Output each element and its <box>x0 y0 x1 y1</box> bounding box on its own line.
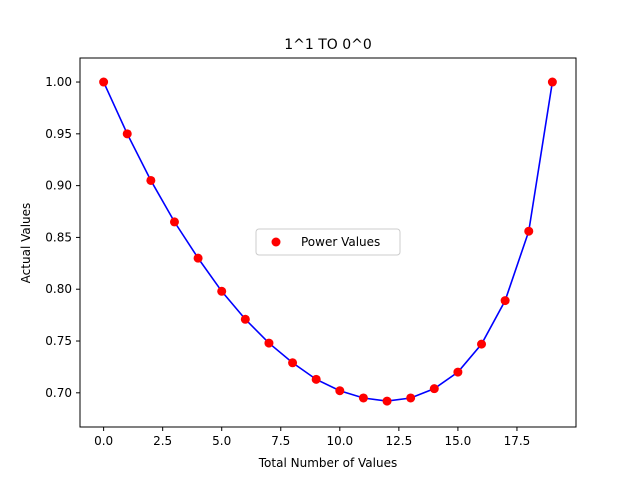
legend-marker <box>271 237 281 247</box>
y-tick-label: 0.85 <box>45 230 72 244</box>
y-tick-label: 0.90 <box>45 179 72 193</box>
x-tick-label: 5.0 <box>212 434 231 448</box>
y-tick-label: 0.75 <box>45 334 72 348</box>
x-tick-label: 0.0 <box>94 434 113 448</box>
data-point <box>146 175 156 185</box>
data-point <box>429 384 439 394</box>
x-tick-label: 10.0 <box>326 434 353 448</box>
y-tick-label: 1.00 <box>45 75 72 89</box>
data-point <box>122 129 132 139</box>
x-tick-label: 17.5 <box>504 434 531 448</box>
legend: Power Values <box>255 228 401 256</box>
data-point <box>288 358 298 368</box>
x-axis-label: Total Number of Values <box>258 456 397 470</box>
data-point <box>524 226 534 236</box>
legend-box <box>255 228 401 256</box>
data-point <box>217 286 227 296</box>
chart-title: 1^1 TO 0^0 <box>284 37 372 53</box>
data-point <box>335 386 345 396</box>
y-tick-label: 0.70 <box>45 386 72 400</box>
x-tick-label: 7.5 <box>271 434 290 448</box>
data-point <box>311 374 321 384</box>
data-point <box>477 339 487 349</box>
x-tick-label: 15.0 <box>445 434 472 448</box>
x-tick-label: 2.5 <box>153 434 172 448</box>
legend-label: Power Values <box>301 235 380 249</box>
data-point <box>406 393 416 403</box>
data-point <box>358 393 368 403</box>
data-point <box>264 338 274 348</box>
x-tick-label: 12.5 <box>385 434 412 448</box>
series-line <box>102 81 554 402</box>
data-point <box>99 77 109 87</box>
data-point <box>547 77 557 87</box>
axes-frame <box>79 57 577 428</box>
data-point <box>453 367 463 377</box>
y-axis-label: Actual Values <box>19 203 33 284</box>
data-point <box>500 296 510 306</box>
data-point <box>382 396 392 406</box>
data-point <box>240 314 250 324</box>
data-point <box>169 217 179 227</box>
data-point <box>193 253 203 263</box>
y-tick-label: 0.95 <box>45 127 72 141</box>
y-tick-label: 0.80 <box>45 282 72 296</box>
plot-area: 0.0 2.5 5.0 7.5 10.0 12.5 15.0 17.5 0.70 0.75 0.80… <box>45 75 557 448</box>
